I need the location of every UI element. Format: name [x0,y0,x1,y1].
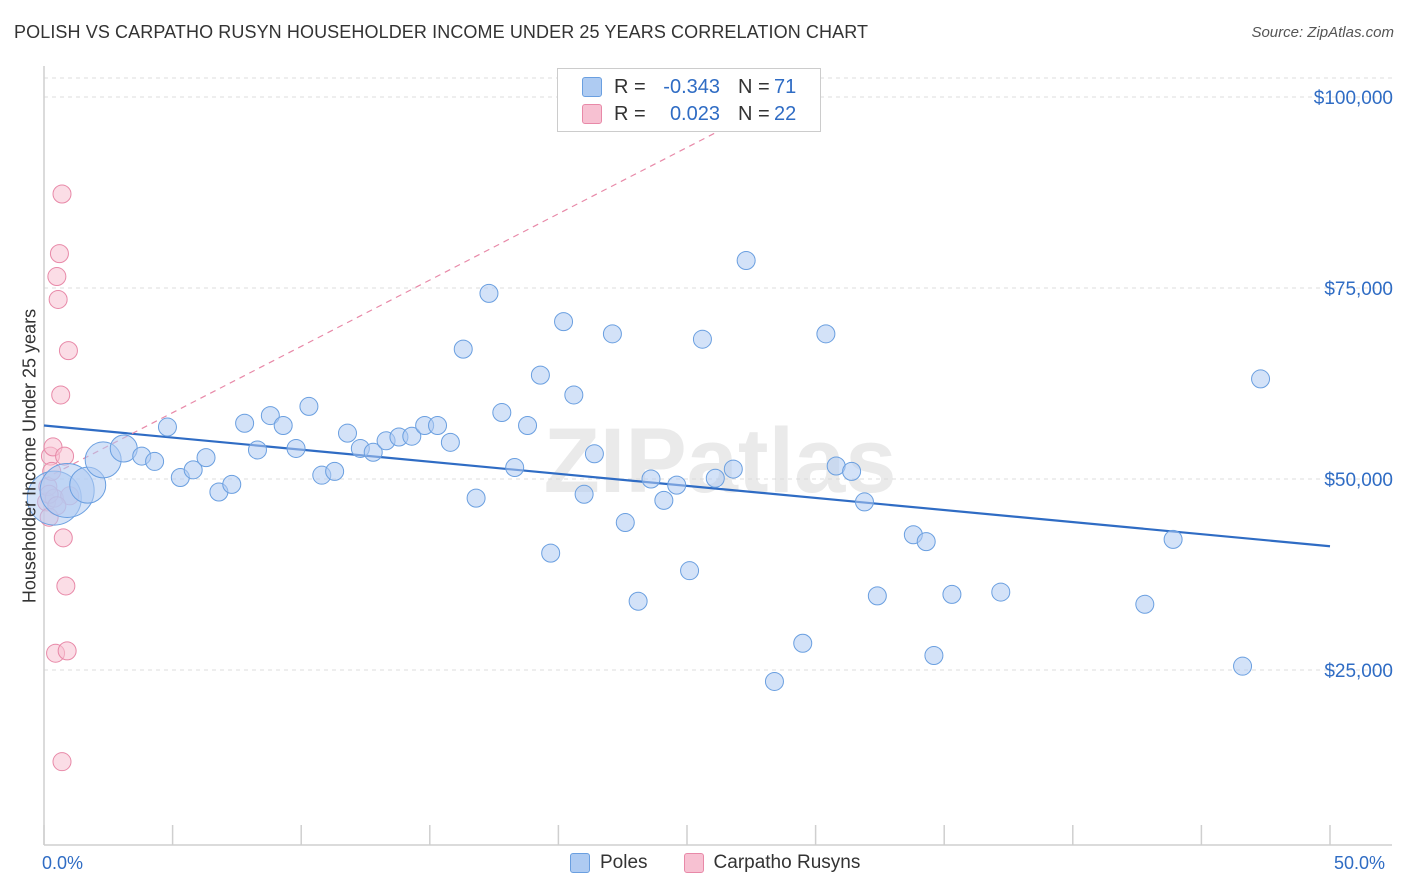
y-tick-labels: $25,000 $50,000 $75,000 $100,000 [1314,88,1393,682]
poles-point [942,584,962,604]
poles-point [680,561,700,581]
poles-point [428,416,448,436]
y-tick-label: $100,000 [1314,88,1393,109]
legend-r-label: R = [614,102,646,125]
legend-row-poles: R = -0.343 N = 71 [582,75,796,99]
poles-point [842,461,862,481]
poles-point [479,283,499,303]
x-axis-min-label: 0.0% [42,853,84,873]
rusyns-point [52,184,72,204]
legend-n-value: 71 [774,75,797,98]
poles-point [505,458,525,478]
rusyns-point [53,528,73,548]
x-axis-max-label: 50.0% [1334,853,1386,873]
rusyns-point [58,341,78,361]
series-label-rusyns: Carpatho Rusyns [713,852,861,873]
rusyns-point [52,752,72,772]
legend-row-rusyns: R = 0.023 N = 22 [582,102,796,126]
poles-point [723,459,743,479]
poles-point [183,460,203,480]
series-legend: Poles Carpatho Rusyns [570,852,896,874]
rusyns-point [57,641,77,661]
legend-swatch-poles [582,77,602,97]
poles-point [273,416,293,436]
poles-point [574,484,594,504]
legend-n-label: N = [738,75,770,98]
poles-point [196,448,216,468]
poles-point [440,432,460,452]
legend-n-label: N = [738,102,770,125]
poles-point [793,633,813,653]
poles-point [916,532,936,552]
rusyns-point [55,446,75,466]
poles-point [991,582,1011,602]
poles-point [641,469,661,489]
poles-point [615,513,635,533]
poles-point [363,442,383,462]
chart-title: POLISH VS CARPATHO RUSYN HOUSEHOLDER INC… [14,22,869,42]
poles-point [530,365,550,385]
poles-point [157,417,177,437]
poles-point [325,461,345,481]
poles-point [1163,529,1183,549]
rusyns-point [56,576,76,596]
rusyns-point [48,289,68,309]
series-swatch-poles [570,853,590,873]
poles-point [541,543,561,563]
poles-point [584,444,604,464]
poles-point [736,250,756,270]
poles-point [222,474,242,494]
poles-point [1135,594,1155,614]
y-tick-label: $75,000 [1324,279,1393,300]
poles-point [247,440,267,460]
grid-lines [44,77,1392,671]
series-swatch-rusyns [683,853,704,873]
poles-point [628,591,648,611]
legend-n-value: 22 [774,102,797,125]
poles-point [235,413,255,433]
poles-point [564,385,584,405]
series-label-poles: Poles [600,852,648,873]
poles-point [764,671,784,691]
legend-r-label: R = [614,75,646,98]
y-tick-label: $50,000 [1324,470,1393,491]
y-axis-title: Householder Income Under 25 years [19,308,40,604]
rusyns-point [51,385,71,405]
poles-point [453,339,473,359]
legend-swatch-rusyns [582,104,602,124]
poles-point [299,396,319,416]
data-points [26,184,1271,772]
poles-point [654,490,674,510]
poles-point [145,451,165,471]
poles-point [692,329,712,349]
poles-point [260,406,280,426]
poles-point [1251,369,1271,389]
poles-point [924,645,944,665]
poles-point [337,423,357,443]
legend-r-value: -0.343 [663,75,720,98]
poles-point [492,403,512,423]
poles-point [816,324,836,344]
poles-point [402,426,422,446]
poles-point [286,438,306,458]
series-legend-rusyns: Carpatho Rusyns [683,852,861,874]
poles-point [554,312,574,332]
poles-point [602,324,622,344]
poles-point [1233,656,1253,676]
poles-point [854,492,874,512]
poles-point [867,586,887,606]
stats-legend: R = -0.343 N = 71 R = 0.023 N = 22 [557,68,821,132]
poles-point [518,416,538,436]
rusyns-point [47,267,67,287]
series-legend-poles: Poles [570,852,648,874]
poles-point [667,475,687,495]
rusyns-trend-line [43,127,726,480]
source-label: Source: ZipAtlas.com [1251,24,1394,41]
poles-point [705,468,725,488]
rusyns-point [49,244,69,264]
y-tick-label: $25,000 [1324,661,1393,682]
poles-point [466,488,486,508]
legend-r-value: 0.023 [669,102,720,125]
